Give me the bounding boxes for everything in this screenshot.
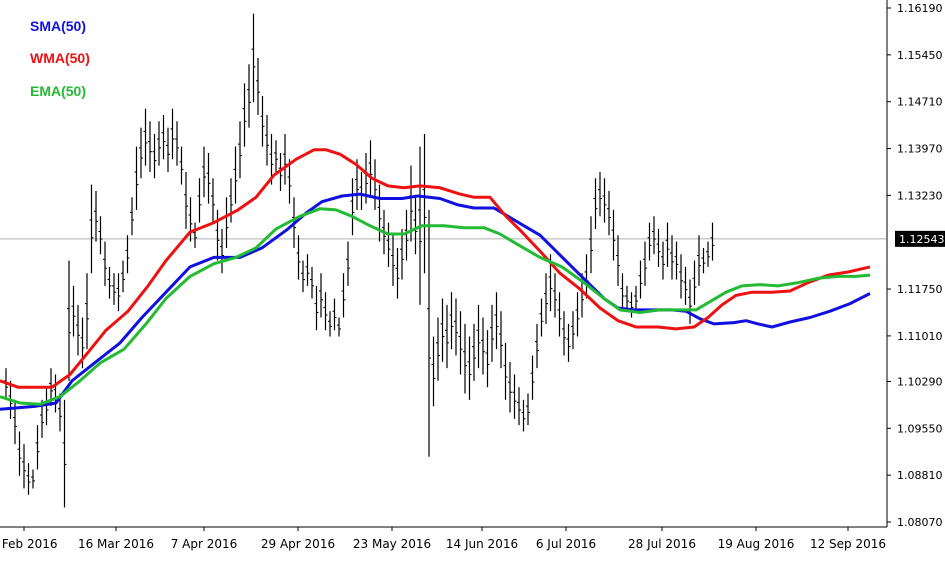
- x-axis-ticks: 8 Feb 2016 16 Mar 2016 7 Apr 2016 29 Apr 20…: [0, 527, 886, 551]
- ema50-line: [0, 207, 871, 406]
- x-tick-label: 8 Feb 2016: [0, 537, 58, 551]
- y-tick-label: 1.10290: [897, 375, 943, 388]
- x-tick-label: 19 Aug 2016: [718, 537, 795, 551]
- y-tick-label: 1.11010: [897, 330, 943, 343]
- current-price-label: 1.12543: [899, 233, 945, 246]
- legend-ema: EMA(50): [30, 83, 87, 99]
- x-tick-label: 12 Sep 2016: [810, 537, 886, 551]
- y-axis-ticks: 1.16190 1.15450 1.14710 1.13970 1.13230 1.117…: [887, 2, 943, 529]
- y-tick-label: 1.08810: [897, 469, 943, 482]
- sma50-line: [0, 192, 871, 411]
- x-tick-label: 14 Jun 2016: [446, 537, 518, 551]
- y-tick-label: 1.13230: [897, 189, 943, 202]
- y-tick-label: 1.16190: [897, 2, 943, 15]
- y-tick-label: 1.13970: [897, 143, 943, 156]
- current-price-marker: 1.12543: [895, 230, 945, 247]
- y-tick-label: 1.08070: [897, 516, 943, 529]
- legend-sma: SMA(50): [30, 18, 87, 34]
- y-tick-label: 1.14710: [897, 96, 943, 109]
- y-tick-label: 1.15450: [897, 49, 943, 62]
- x-tick-label: 7 Apr 2016: [171, 537, 238, 551]
- ohlc-bars: [4, 13, 715, 508]
- x-tick-label: 16 Mar 2016: [78, 537, 154, 551]
- axes: [0, 0, 888, 528]
- x-tick-label: 28 Jul 2016: [628, 537, 696, 551]
- x-tick-label: 6 Jul 2016: [536, 537, 596, 551]
- x-tick-label: 29 Apr 2016: [261, 537, 335, 551]
- y-tick-label: 1.09550: [897, 422, 943, 435]
- x-tick-label: 23 May 2016: [353, 537, 431, 551]
- current-price-label-bg: [895, 230, 945, 247]
- y-tick-label: 1.11750: [897, 283, 943, 296]
- wma50-line: [0, 148, 871, 389]
- legend-wma: WMA(50): [30, 50, 90, 66]
- moving-average-lines: [0, 148, 871, 411]
